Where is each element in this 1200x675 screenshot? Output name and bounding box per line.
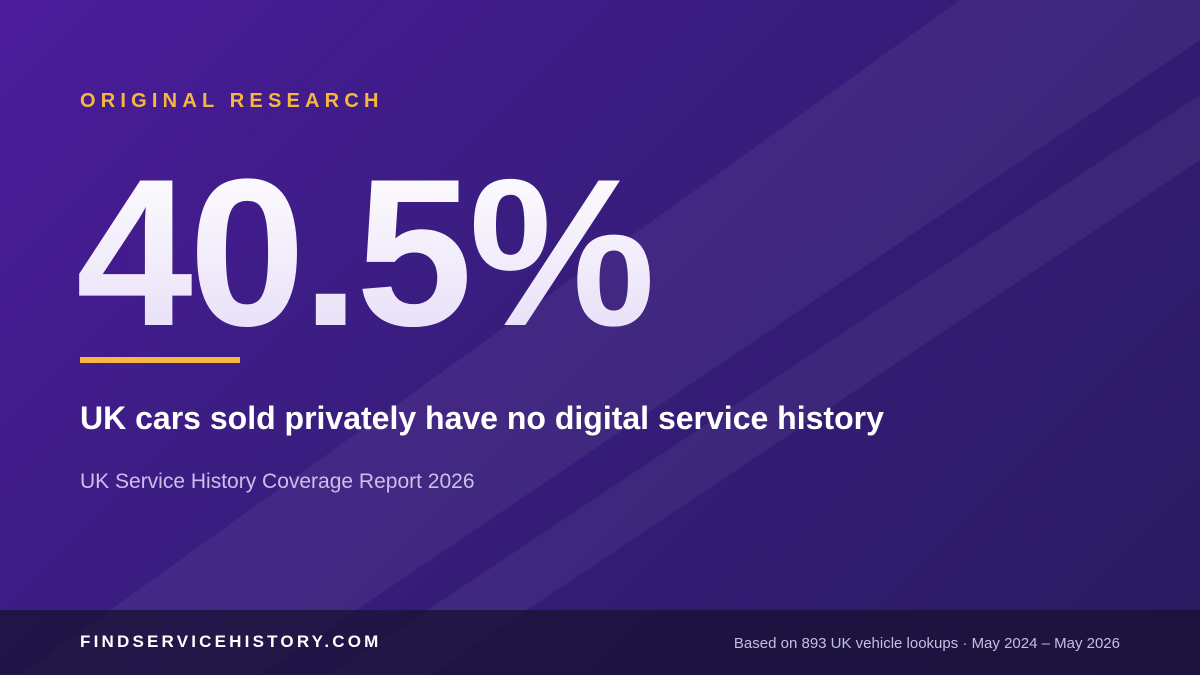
headline: UK cars sold privately have no digital s… — [80, 400, 884, 436]
headline-stat: 40.5% — [76, 135, 655, 370]
accent-rule — [80, 357, 240, 363]
brand: FINDSERVICEHISTORY.COM — [80, 632, 382, 651]
stripe — [330, 95, 1200, 675]
eyebrow: ORIGINAL RESEARCH — [80, 90, 384, 112]
footer-note: Based on 893 UK vehicle lookups · May 20… — [733, 635, 1120, 652]
report-title: UK Service History Coverage Report 2026 — [80, 470, 475, 493]
footer: FINDSERVICEHISTORY.COM Based on 893 UK v… — [0, 610, 1200, 675]
stripe — [20, 0, 1200, 675]
